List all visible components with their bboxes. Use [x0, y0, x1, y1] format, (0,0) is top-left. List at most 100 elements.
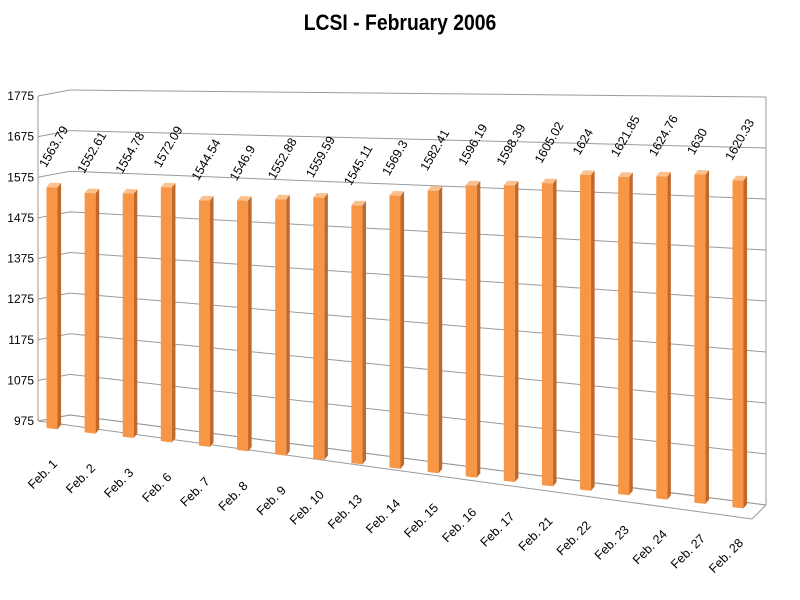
- data-label: 1545.11: [341, 142, 375, 187]
- x-tick-label: Feb. 1: [25, 457, 60, 492]
- x-tick-label: Feb. 24: [630, 527, 670, 567]
- bar: [389, 190, 405, 469]
- bar-top: [732, 175, 748, 181]
- floor-front-edge: [37, 420, 753, 520]
- bar-front: [160, 187, 172, 443]
- bar-top: [46, 182, 62, 188]
- bar-front: [46, 187, 58, 430]
- bar-front: [84, 192, 96, 434]
- gridline: [69, 89, 767, 98]
- bar-top: [656, 171, 671, 177]
- data-label: 1624: [570, 126, 596, 157]
- bar: [275, 194, 290, 456]
- data-labels: 1563.79 1552.61 1554.78 1572.09 1544.54 1546.…: [36, 113, 757, 188]
- bar: [694, 169, 709, 505]
- bar-side: [629, 172, 633, 496]
- x-tick-label: Feb. 6: [139, 470, 174, 505]
- bar-side: [705, 170, 709, 505]
- bar: [237, 196, 252, 452]
- bar: [503, 180, 519, 483]
- bar-front: [503, 185, 515, 483]
- x-tick-label: Feb. 17: [478, 510, 518, 550]
- data-label: 1569.3: [379, 138, 410, 178]
- bar-top: [237, 196, 252, 201]
- bar-side: [400, 191, 405, 469]
- x-axis-ticks: Feb. 1 Feb. 2 Feb. 3 Feb. 6 Feb. 7 Feb. 8 Feb.…: [25, 457, 746, 576]
- bar-side: [57, 183, 62, 430]
- y-tick-label: 1575: [7, 170, 34, 184]
- data-label: 1554.78: [113, 130, 148, 176]
- bar-top: [84, 188, 100, 194]
- bar-side: [286, 195, 290, 456]
- bar-top: [198, 195, 214, 201]
- bar-top: [541, 178, 557, 184]
- bar: [618, 172, 633, 496]
- bar-front: [313, 197, 325, 461]
- bar-top: [160, 182, 176, 188]
- bar-front: [275, 199, 287, 456]
- bar-top: [313, 192, 328, 198]
- bar-side: [209, 196, 214, 447]
- x-tick-label: Feb. 10: [287, 488, 327, 528]
- bar-side: [95, 188, 100, 434]
- y-tick-label: 1775: [7, 89, 34, 103]
- bar: [160, 182, 176, 443]
- y-tick-label: 1475: [7, 211, 34, 225]
- data-label: 1630: [684, 126, 710, 157]
- y-tick-label: 1175: [8, 333, 34, 347]
- y-tick-label: 1275: [7, 292, 34, 306]
- bar-top: [580, 170, 595, 176]
- floor-back-edge: [69, 414, 767, 506]
- bar-side: [552, 178, 557, 487]
- bar-side: [476, 181, 481, 478]
- data-label: 1563.79: [36, 124, 71, 170]
- data-label: 1620.33: [722, 117, 757, 163]
- bar-front: [580, 174, 592, 491]
- x-tick-label: Feb. 3: [101, 466, 136, 501]
- bar-side: [667, 171, 671, 500]
- data-label: 1546.9: [227, 143, 258, 183]
- bar-top: [389, 190, 405, 196]
- y-tick-label: 1075: [7, 373, 34, 387]
- bar-front: [122, 193, 134, 439]
- x-tick-label: Feb. 13: [325, 492, 365, 532]
- bar-side: [438, 186, 443, 474]
- bar-front: [618, 176, 630, 496]
- y-axis-ticks: 975 1075 1175 1275 1375 1475 1575 1675 1775: [7, 89, 34, 428]
- bar: [122, 188, 138, 439]
- x-tick-label: Feb. 9: [254, 483, 289, 518]
- bar-side: [743, 175, 748, 509]
- data-label: 1572.09: [151, 124, 186, 170]
- bar: [541, 178, 557, 487]
- data-label: 1582.41: [418, 127, 453, 173]
- gridline-side: [37, 170, 71, 178]
- y-tick-label: 1675: [7, 130, 34, 144]
- x-tick-label: Feb. 2: [63, 461, 98, 496]
- bar-side: [248, 196, 252, 452]
- data-label: 1559.59: [303, 134, 338, 180]
- bar-top: [351, 200, 366, 206]
- bar-side: [591, 170, 595, 491]
- bar: [84, 188, 100, 434]
- x-tick-label: Feb. 28: [706, 536, 746, 576]
- bar: [46, 182, 62, 430]
- gridline: [69, 333, 767, 404]
- data-label: 1552.88: [265, 136, 300, 182]
- gridline: [69, 373, 767, 455]
- bar-front: [656, 176, 668, 500]
- bar-top: [122, 188, 138, 194]
- bar: [351, 200, 366, 465]
- bar-front: [198, 200, 210, 447]
- bar-top: [427, 186, 443, 191]
- bar-side: [133, 189, 138, 439]
- bar-front: [351, 205, 363, 465]
- x-tick-label: Feb. 21: [516, 514, 556, 554]
- bar-top: [503, 180, 519, 186]
- x-tick-label: Feb. 27: [668, 532, 708, 572]
- x-tick-label: Feb. 14: [363, 496, 403, 536]
- bar: [465, 180, 481, 478]
- data-label: 1596.19: [456, 122, 491, 168]
- bar: [656, 171, 671, 500]
- gridline: [69, 130, 767, 149]
